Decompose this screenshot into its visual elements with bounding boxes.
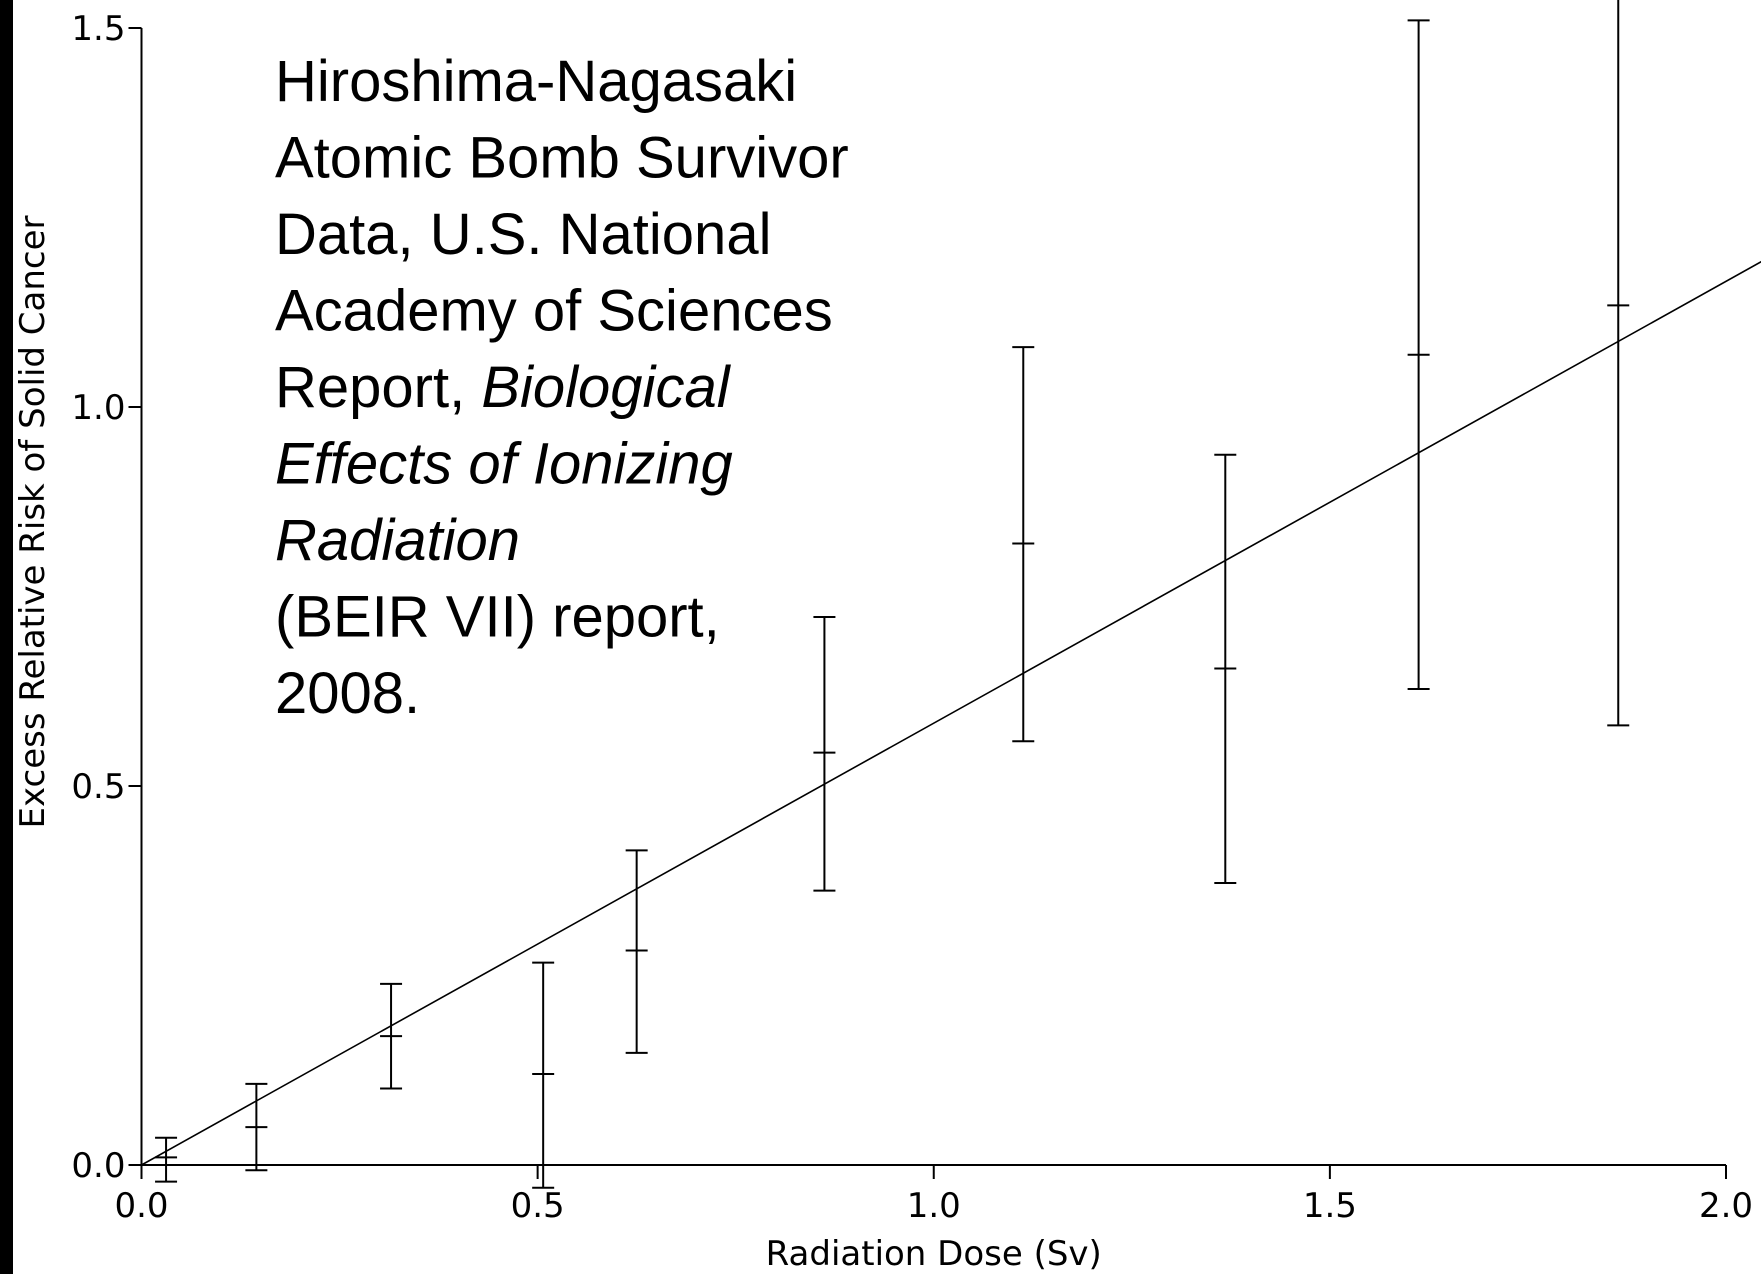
annotation-line: Effects of Ionizing [275, 432, 733, 497]
x-tick-label: 0.5 [511, 1186, 565, 1226]
y-tick-label: 1.5 [71, 9, 125, 49]
fit-line [141, 260, 1761, 1166]
x-tick-label: 0.0 [114, 1186, 168, 1226]
annotation-text: Atomic Bomb Survivor [275, 126, 849, 191]
x-tick-label: 1.5 [1303, 1186, 1357, 1226]
annotation-text: 2008. [275, 661, 420, 726]
annotation-text: Biological [481, 355, 731, 420]
y-axis-label: Excess Relative Risk of Solid Cancer [13, 215, 53, 828]
annotation-line: Hiroshima-Nagasaki [275, 49, 797, 114]
annotation-line: (BEIR VII) report, [275, 585, 720, 650]
x-tick-label: 1.0 [907, 1186, 961, 1226]
x-tick-label: 2.0 [1699, 1186, 1753, 1226]
annotation-text: Effects of Ionizing [275, 432, 733, 497]
annotation-line: Data, U.S. National [275, 202, 771, 267]
annotation-text: (BEIR VII) report, [275, 585, 720, 650]
annotation-text: Academy of Sciences [275, 279, 833, 344]
annotation-line: Academy of Sciences [275, 279, 833, 344]
annotation-line: Radiation [275, 508, 520, 573]
y-tick-label: 1.0 [71, 388, 125, 428]
annotation-text: Report, [275, 355, 481, 420]
annotation-text: Hiroshima-Nagasaki [275, 49, 797, 114]
annotation-line: Report, Biological [275, 355, 732, 420]
y-tick-label: 0.0 [71, 1146, 125, 1186]
annotation-line: 2008. [275, 661, 420, 726]
annotation-line: Atomic Bomb Survivor [275, 126, 849, 191]
annotation-text: Radiation [275, 508, 520, 573]
x-axis-label: Radiation Dose (Sv) [766, 1234, 1102, 1274]
y-tick-label: 0.5 [71, 767, 125, 807]
left-edge-bar [0, 0, 13, 1274]
annotation-text: Data, U.S. National [275, 202, 771, 267]
